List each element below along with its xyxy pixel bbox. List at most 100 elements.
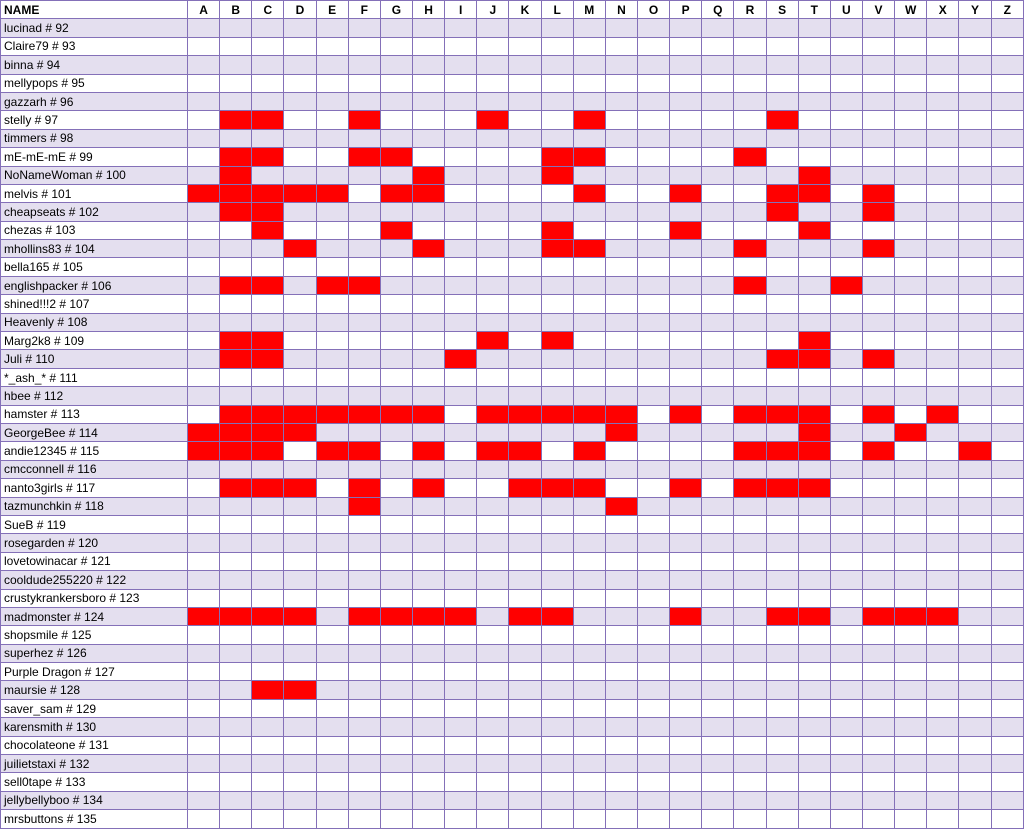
marked-cell[interactable] — [379, 183, 413, 204]
marked-cell[interactable] — [219, 422, 253, 443]
marked-cell[interactable] — [347, 110, 381, 130]
grid-cell[interactable] — [926, 735, 960, 756]
marked-cell[interactable] — [283, 239, 317, 259]
grid-cell[interactable] — [315, 294, 349, 314]
column-header-u[interactable]: U — [829, 0, 863, 20]
grid-cell[interactable] — [797, 772, 831, 792]
grid-cell[interactable] — [444, 441, 478, 461]
grid-cell[interactable] — [508, 662, 542, 682]
grid-cell[interactable] — [669, 128, 703, 149]
grid-cell[interactable] — [861, 514, 896, 535]
grid-cell[interactable] — [186, 312, 221, 333]
grid-cell[interactable] — [926, 459, 960, 480]
grid-cell[interactable] — [572, 459, 606, 480]
column-header-c[interactable]: C — [251, 0, 285, 20]
grid-cell[interactable] — [990, 754, 1024, 774]
grid-cell[interactable] — [219, 735, 253, 756]
grid-cell[interactable] — [669, 441, 703, 461]
grid-cell[interactable] — [411, 312, 446, 333]
grid-cell[interactable] — [379, 257, 413, 277]
grid-cell[interactable] — [894, 570, 928, 590]
grid-cell[interactable] — [476, 643, 510, 664]
grid-cell[interactable] — [990, 220, 1024, 241]
grid-cell[interactable] — [283, 165, 317, 185]
grid-cell[interactable] — [701, 91, 735, 112]
grid-cell[interactable] — [669, 570, 703, 590]
marked-cell[interactable] — [251, 110, 285, 130]
grid-cell[interactable] — [508, 147, 542, 167]
grid-cell[interactable] — [283, 349, 317, 369]
grid-cell[interactable] — [926, 698, 960, 719]
grid-cell[interactable] — [411, 422, 446, 443]
grid-cell[interactable] — [733, 55, 767, 75]
grid-cell[interactable] — [540, 36, 574, 57]
grid-cell[interactable] — [379, 239, 413, 259]
grid-cell[interactable] — [251, 533, 285, 553]
grid-cell[interactable] — [379, 514, 413, 535]
grid-cell[interactable] — [797, 662, 831, 682]
grid-cell[interactable] — [476, 478, 510, 498]
grid-cell[interactable] — [379, 55, 413, 75]
grid-cell[interactable] — [251, 662, 285, 682]
grid-cell[interactable] — [990, 717, 1024, 737]
marked-cell[interactable] — [861, 239, 896, 259]
grid-cell[interactable] — [797, 551, 831, 572]
grid-cell[interactable] — [540, 55, 574, 75]
grid-cell[interactable] — [636, 91, 671, 112]
grid-cell[interactable] — [186, 459, 221, 480]
grid-cell[interactable] — [347, 55, 381, 75]
grid-cell[interactable] — [926, 680, 960, 700]
grid-cell[interactable] — [444, 698, 478, 719]
grid-cell[interactable] — [315, 496, 349, 516]
grid-cell[interactable] — [701, 110, 735, 130]
grid-cell[interactable] — [636, 331, 671, 351]
grid-cell[interactable] — [958, 349, 992, 369]
grid-cell[interactable] — [476, 772, 510, 792]
grid-cell[interactable] — [476, 294, 510, 314]
grid-cell[interactable] — [186, 331, 221, 351]
grid-cell[interactable] — [540, 349, 574, 369]
grid-cell[interactable] — [283, 18, 317, 38]
column-header-o[interactable]: O — [636, 0, 671, 20]
grid-cell[interactable] — [829, 239, 863, 259]
grid-cell[interactable] — [476, 809, 510, 829]
grid-cell[interactable] — [186, 772, 221, 792]
marked-cell[interactable] — [861, 349, 896, 369]
grid-cell[interactable] — [379, 570, 413, 590]
grid-cell[interactable] — [186, 202, 221, 222]
marked-cell[interactable] — [829, 275, 863, 296]
grid-cell[interactable] — [990, 312, 1024, 333]
grid-cell[interactable] — [476, 202, 510, 222]
grid-cell[interactable] — [476, 551, 510, 572]
name-cell[interactable]: NoNameWoman # 100 — [0, 165, 188, 185]
marked-cell[interactable] — [894, 606, 928, 627]
grid-cell[interactable] — [894, 202, 928, 222]
grid-cell[interactable] — [444, 386, 478, 406]
marked-cell[interactable] — [283, 404, 317, 424]
marked-cell[interactable] — [508, 441, 542, 461]
grid-cell[interactable] — [219, 55, 253, 75]
grid-cell[interactable] — [604, 735, 638, 756]
grid-cell[interactable] — [315, 643, 349, 664]
grid-cell[interactable] — [894, 533, 928, 553]
grid-cell[interactable] — [636, 754, 671, 774]
grid-cell[interactable] — [669, 680, 703, 700]
column-header-h[interactable]: H — [411, 0, 446, 20]
name-cell[interactable]: mrsbuttons # 135 — [0, 809, 188, 829]
grid-cell[interactable] — [315, 478, 349, 498]
grid-cell[interactable] — [347, 533, 381, 553]
grid-cell[interactable] — [861, 754, 896, 774]
grid-cell[interactable] — [315, 533, 349, 553]
grid-cell[interactable] — [669, 588, 703, 608]
grid-cell[interactable] — [508, 239, 542, 259]
grid-cell[interactable] — [186, 165, 221, 185]
grid-cell[interactable] — [219, 698, 253, 719]
marked-cell[interactable] — [283, 478, 317, 498]
grid-cell[interactable] — [186, 790, 221, 811]
grid-cell[interactable] — [861, 772, 896, 792]
grid-cell[interactable] — [733, 570, 767, 590]
grid-cell[interactable] — [508, 202, 542, 222]
grid-cell[interactable] — [411, 698, 446, 719]
grid-cell[interactable] — [411, 18, 446, 38]
grid-cell[interactable] — [926, 183, 960, 204]
